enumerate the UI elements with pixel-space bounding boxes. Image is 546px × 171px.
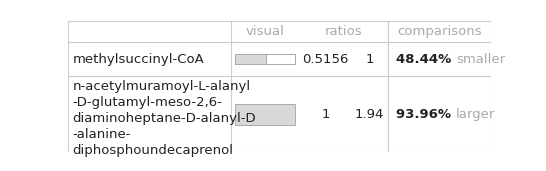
Bar: [266, 54, 295, 64]
Text: smaller: smaller: [456, 52, 505, 65]
Text: 1: 1: [365, 52, 374, 65]
Text: larger: larger: [456, 108, 495, 121]
Bar: [235, 54, 295, 64]
Text: comparisons: comparisons: [397, 25, 482, 38]
Text: ratios: ratios: [324, 25, 362, 38]
Text: 93.96%: 93.96%: [396, 108, 456, 121]
Text: 1: 1: [321, 108, 330, 121]
Text: n-acetylmuramoyl-L-alanyl
-D-glutamyl-meso-2,6-
diaminoheptane-D-alanyl-D
-alani: n-acetylmuramoyl-L-alanyl -D-glutamyl-me…: [73, 80, 256, 157]
Text: visual: visual: [246, 25, 284, 38]
Text: 1.94: 1.94: [355, 108, 384, 121]
Bar: [235, 104, 295, 125]
Text: methylsuccinyl-CoA: methylsuccinyl-CoA: [73, 52, 204, 65]
Text: 0.5156: 0.5156: [302, 52, 348, 65]
Text: 48.44%: 48.44%: [396, 52, 456, 65]
Bar: [235, 54, 266, 64]
